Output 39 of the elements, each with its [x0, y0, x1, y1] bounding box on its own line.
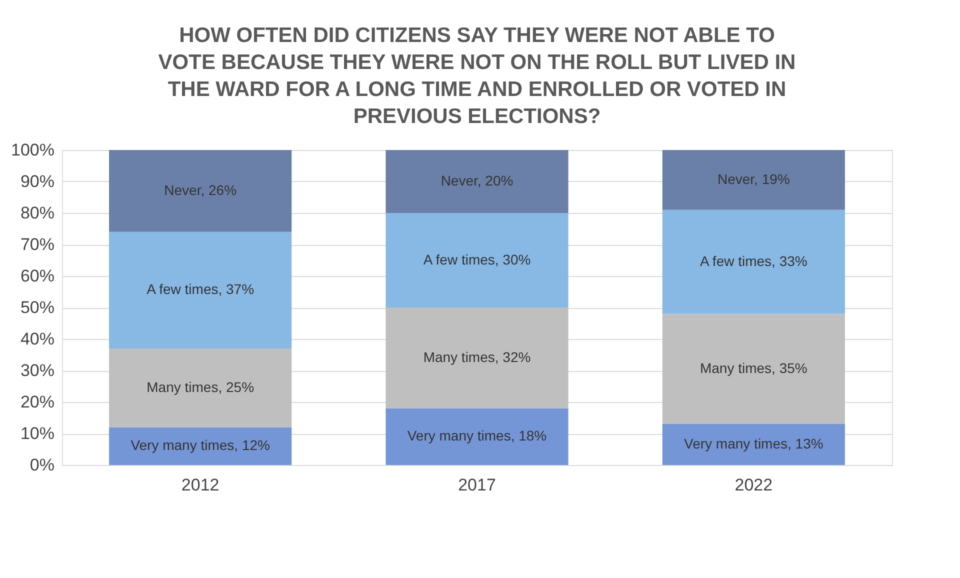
- x-tick-label: 2022: [734, 476, 773, 494]
- bar: [386, 308, 568, 408]
- data-label: Never, 20%: [440, 172, 514, 188]
- data-label: A few times, 30%: [423, 251, 531, 268]
- data-label: Many times, 35%: [700, 360, 808, 376]
- y-tick-label: 30%: [20, 361, 54, 380]
- bar: [109, 348, 292, 428]
- y-tick-label: 0%: [30, 456, 54, 474]
- data-label: Very many times, 12%: [130, 437, 270, 454]
- bar: [662, 424, 845, 465]
- bar: [109, 150, 292, 232]
- y-tick-label: 90%: [20, 172, 54, 191]
- y-tick-label: 60%: [20, 266, 54, 286]
- chart-title: HOW OFTEN DID CITIZENS SAY THEY WERE NOT ABLE TO VOTE BECAUSE THEY WERE NOT ON THE ROLL BUT LIVED IN THE WARD FOR A LONG TIME AND ENROLLED OR VOTED IN PREVIOUS ELECTIONS?: [158, 24, 796, 128]
- bar: [386, 150, 568, 213]
- y-tick-label: 80%: [20, 204, 54, 222]
- data-label: A few times, 33%: [700, 252, 808, 269]
- y-tick-label: 10%: [20, 424, 54, 443]
- data-label: Many times, 32%: [423, 348, 531, 365]
- data-label: Many times, 25%: [146, 378, 254, 395]
- bar: [662, 150, 845, 210]
- y-tick-label: 100%: [11, 140, 54, 160]
- data-label: Never, 26%: [164, 182, 237, 198]
- y-tick-label: 70%: [20, 235, 54, 254]
- data-label: A few times, 37%: [146, 281, 254, 298]
- bar: [109, 232, 292, 348]
- y-tick-label: 20%: [20, 392, 54, 412]
- data-label: Very many times, 18%: [407, 428, 547, 444]
- y-tick-label: 50%: [20, 298, 54, 317]
- x-tick-label: 2017: [458, 476, 496, 494]
- bar: [386, 408, 568, 465]
- data-label: Very many times, 13%: [684, 436, 824, 452]
- x-tick-label: 2012: [181, 476, 220, 494]
- bar: [386, 213, 568, 308]
- bar: [662, 314, 845, 424]
- y-tick-label: 40%: [20, 330, 54, 348]
- bar: [662, 210, 845, 314]
- data-label: Never, 19%: [717, 170, 790, 187]
- bar: [109, 427, 292, 465]
